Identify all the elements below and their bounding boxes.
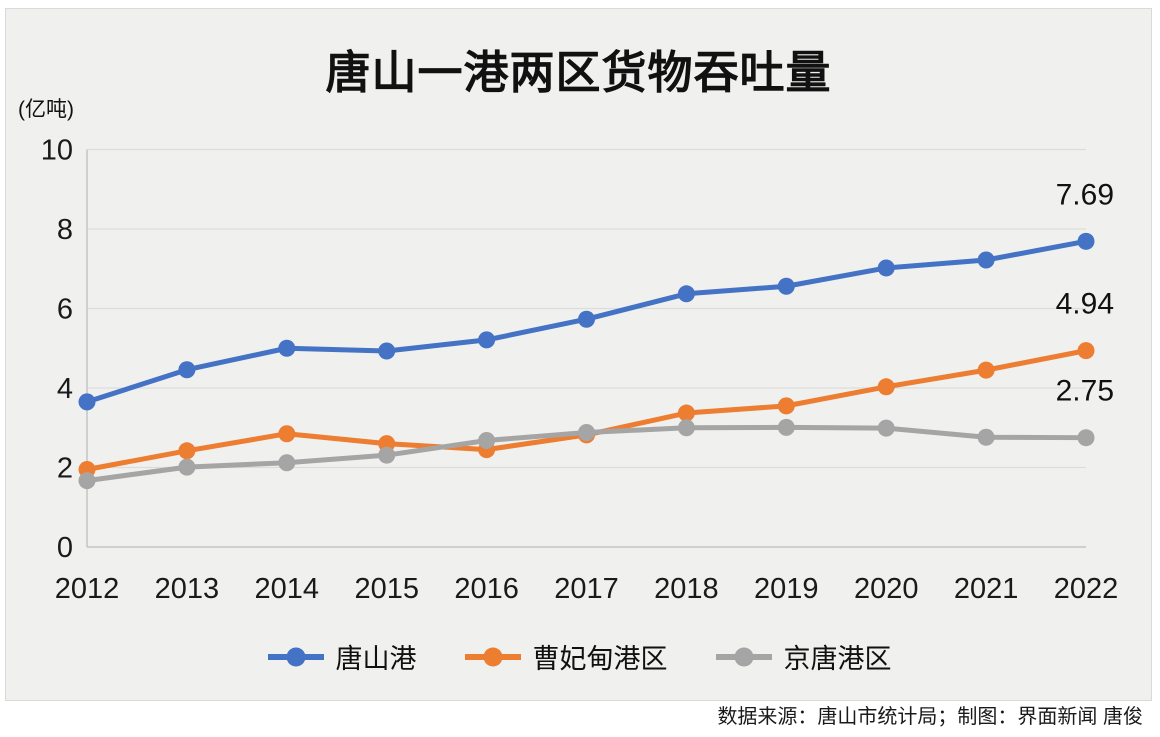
x-tick-label: 2013 <box>155 573 220 605</box>
series-point-2 <box>478 431 496 449</box>
chart-legend: 唐山港 曹妃甸港区 京唐港区 <box>6 637 1151 676</box>
series-point-1 <box>278 425 296 443</box>
y-tick-label: 6 <box>57 294 73 326</box>
series-point-0 <box>178 361 196 379</box>
x-tick-label: 2014 <box>255 573 320 605</box>
x-tick-label: 2019 <box>754 573 819 605</box>
series-point-0 <box>78 393 96 411</box>
series-line-1 <box>84 348 1089 472</box>
series-point-2 <box>278 454 296 472</box>
series-point-1 <box>1077 342 1095 360</box>
line-chart: 0 2 4 6 8 10 2012 2013 2014 2015 2016 2017 2018 2019 2… <box>41 135 1119 606</box>
y-tick-label: 8 <box>57 214 73 246</box>
series-point-2 <box>578 424 595 442</box>
y-tick-label: 2 <box>57 453 73 485</box>
series-point-1 <box>777 397 795 415</box>
series-point-2 <box>777 418 795 436</box>
legend-item-1: 曹妃甸港区 <box>463 637 668 676</box>
series-point-0 <box>578 310 595 328</box>
series-point-1 <box>877 378 895 396</box>
y-tick-label: 10 <box>41 135 73 167</box>
series-point-0 <box>777 277 795 295</box>
series-point-1 <box>178 442 196 460</box>
legend-item-0: 唐山港 <box>266 637 417 676</box>
end-value-label-2: 2.75 <box>1056 375 1114 408</box>
x-tick-label: 2020 <box>854 573 919 605</box>
x-tick-label: 2016 <box>454 573 519 605</box>
series-point-0 <box>977 251 995 269</box>
legend-marker-icon <box>464 647 521 666</box>
legend-label: 唐山港 <box>335 644 417 674</box>
end-value-label-0: 7.69 <box>1056 178 1114 211</box>
x-tick-label: 2018 <box>654 573 719 605</box>
series-point-2 <box>78 472 96 490</box>
series-point-0 <box>278 339 296 357</box>
series-point-2 <box>1077 429 1095 447</box>
legend-label: 京唐港区 <box>783 644 892 674</box>
series-point-2 <box>677 419 695 437</box>
series-point-2 <box>178 458 196 476</box>
legend-item-2: 京唐港区 <box>714 637 892 676</box>
series-point-1 <box>977 361 995 379</box>
x-tick-label: 2012 <box>55 573 120 605</box>
legend-marker-icon <box>715 647 772 666</box>
end-value-label-1: 4.94 <box>1056 288 1114 321</box>
y-tick-label: 4 <box>57 373 73 405</box>
series-point-1 <box>677 404 695 422</box>
series-point-0 <box>877 259 895 277</box>
legend-label: 曹妃甸港区 <box>532 644 668 674</box>
series-point-2 <box>378 446 396 464</box>
x-tick-label: 2021 <box>954 573 1019 605</box>
y-tick-label: 0 <box>57 532 73 564</box>
chart-card: 唐山一港两区货物吞吐量 (亿吨) 0 2 4 6 8 10 2012 2013 2014 2015… <box>5 8 1152 701</box>
x-tick-label: 2015 <box>354 573 419 605</box>
series-point-2 <box>977 428 995 446</box>
x-tick-label: 2017 <box>554 573 619 605</box>
legend-marker-icon <box>267 647 324 666</box>
series-point-2 <box>877 419 895 437</box>
series-point-0 <box>1077 232 1095 250</box>
series-point-0 <box>378 342 396 360</box>
x-tick-label: 2022 <box>1054 573 1119 605</box>
series-point-0 <box>478 331 496 349</box>
source-credit: 数据来源：唐山市统计局；制图：界面新闻 唐俊 <box>717 706 1143 728</box>
series-point-0 <box>677 285 695 303</box>
chart-title: 唐山一港两区货物吞吐量 <box>325 47 832 98</box>
y-axis-unit-label: (亿吨) <box>18 98 74 121</box>
